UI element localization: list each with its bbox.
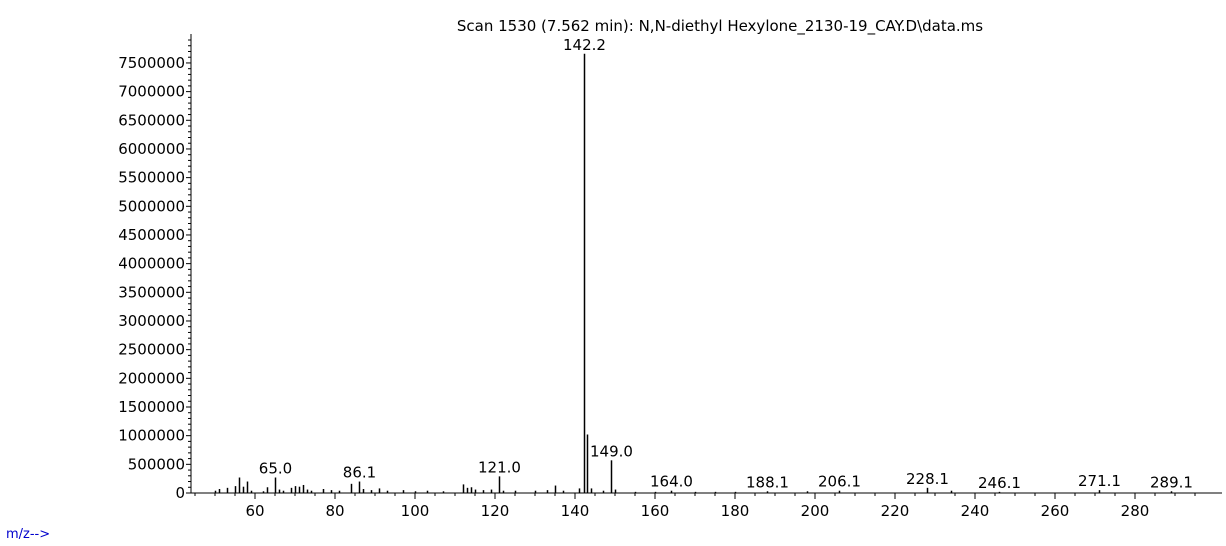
y-tick-label: 2000000 [118,369,185,387]
y-axis-ticks: 0 500000 1000000 1500000 2000000 2500000 30000… [118,39,191,502]
chart-title: Scan 1530 (7.562 min): N,N-diethyl Hexyl… [457,17,983,36]
x-tick-label: 140 [561,502,590,520]
x-tick-label: 120 [481,502,510,520]
x-tick-label: 240 [961,502,990,520]
peak-label: 246.1 [978,474,1021,492]
x-tick-label: 180 [721,502,750,520]
y-tick-label: 7000000 [118,83,185,101]
y-tick-label: 1500000 [118,398,185,416]
peak-label: 188.1 [746,473,789,491]
x-axis-title: m/z--> [6,527,51,542]
x-tick-label: 280 [1121,502,1150,520]
peak-label: 289.1 [1150,473,1193,491]
x-tick-label: 60 [245,502,264,520]
spectrum-peaks [214,53,1173,493]
peak-label: 206.1 [818,473,861,491]
y-tick-label: 6500000 [118,111,185,129]
y-tick-label: 7500000 [118,54,185,72]
y-tick-label: 0 [175,484,185,502]
y-tick-label: 5500000 [118,169,185,187]
x-tick-label: 80 [325,502,344,520]
peak-label: 86.1 [343,464,376,482]
peak-label: 271.1 [1078,472,1121,490]
y-tick-label: 2500000 [118,341,185,359]
x-tick-label: 220 [881,502,910,520]
peak-label: 164.0 [650,473,693,491]
peak-labels: 65.0 86.1 121.0 142.2 149.0 164.0 188.1 206.1 22… [259,36,1193,492]
x-tick-label: 200 [801,502,830,520]
x-tick-label: 260 [1041,502,1070,520]
y-tick-label: 3500000 [118,283,185,301]
y-tick-label: 1000000 [118,427,185,445]
peak-label: 228.1 [906,470,949,488]
peak-label: 121.0 [478,458,521,476]
y-tick-label: 4500000 [118,226,185,244]
y-tick-label: 5000000 [118,197,185,215]
peak-label: 65.0 [259,460,292,478]
peak-label: 142.2 [563,36,606,54]
x-tick-label: 160 [641,502,670,520]
y-tick-label: 3000000 [118,312,185,330]
x-tick-label: 100 [401,502,430,520]
y-tick-label: 6000000 [118,140,185,158]
y-tick-label: 500000 [128,455,185,473]
y-tick-label: 4000000 [118,255,185,273]
x-axis-ticks: 60 80 100 120 140 160 180 200 220 240 260 280 [194,493,1196,520]
peak-label: 149.0 [590,442,633,460]
